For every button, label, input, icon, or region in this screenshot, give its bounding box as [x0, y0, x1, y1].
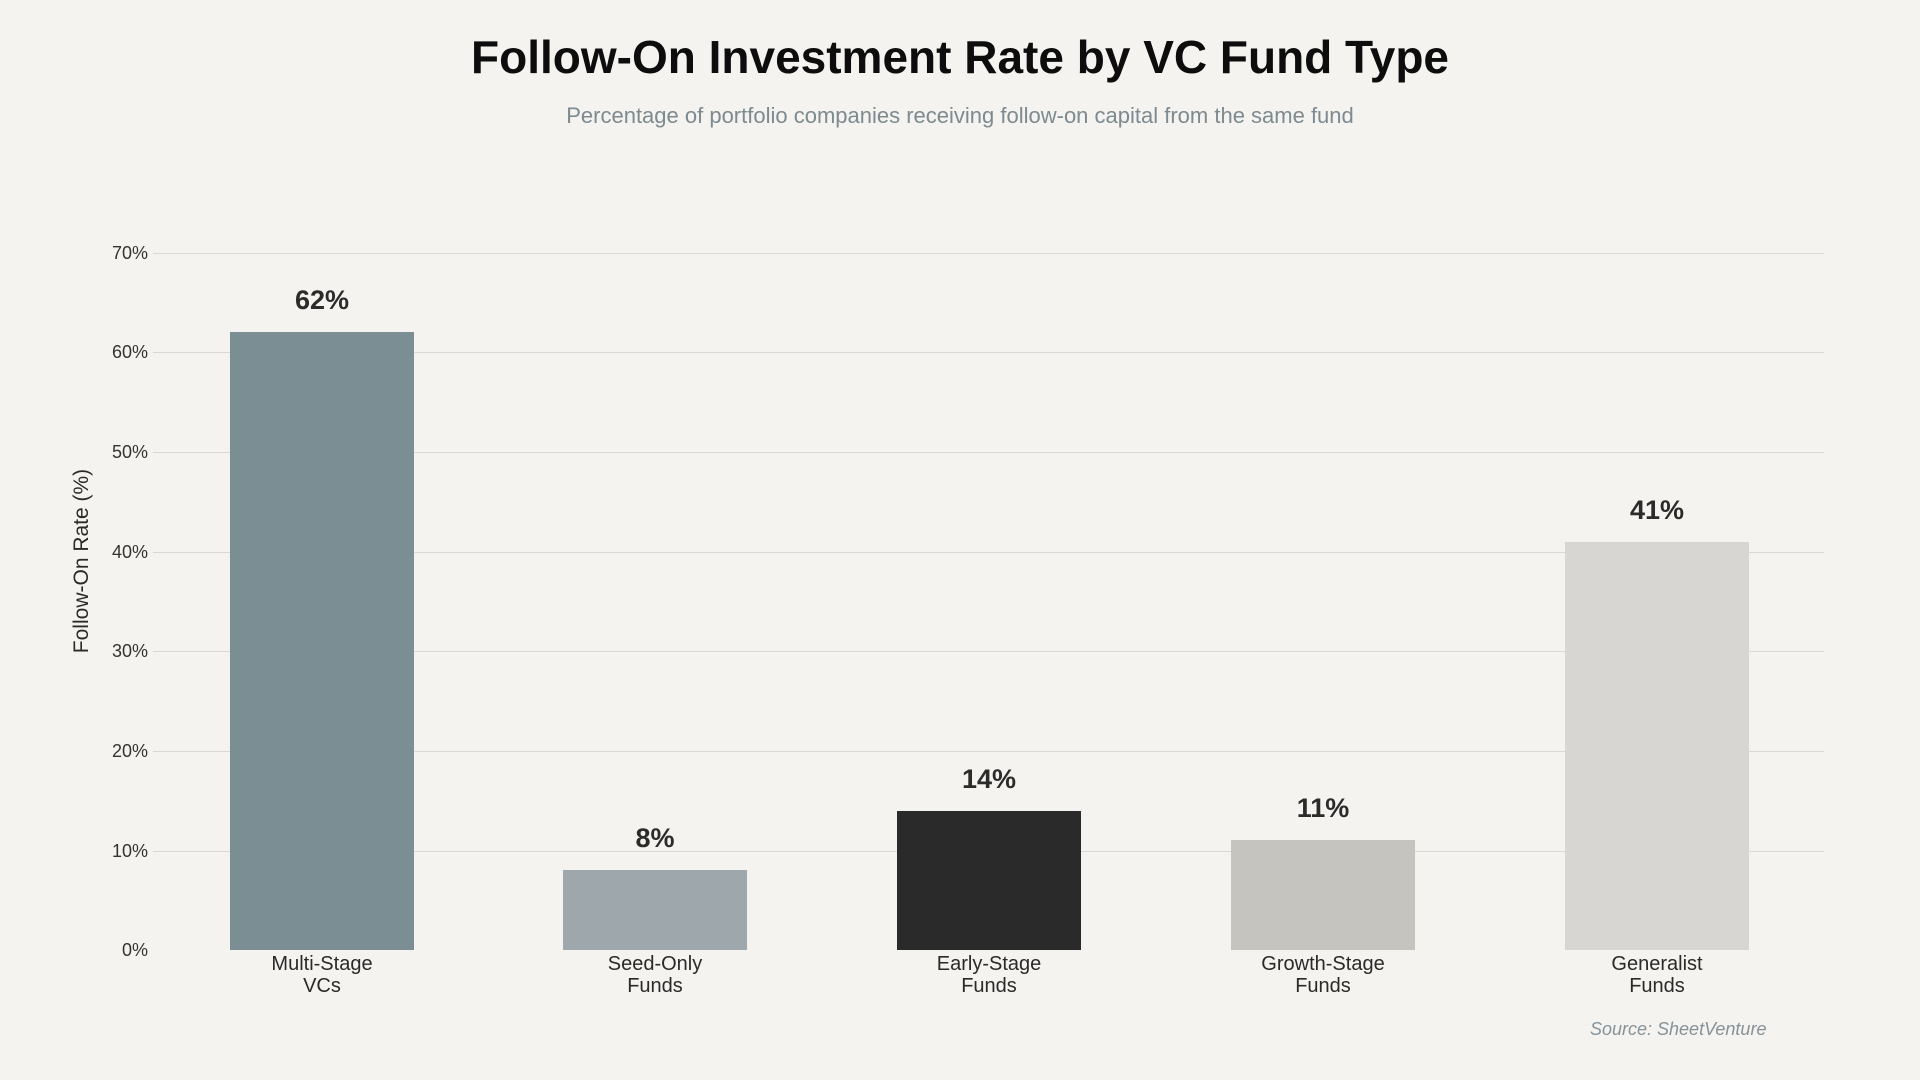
bar-generalist-funds[interactable] — [1565, 541, 1749, 950]
x-tick-line1: Early-Stage — [936, 953, 1042, 975]
x-tick-line2: VCs — [303, 975, 341, 997]
gridline-50 — [153, 452, 1824, 453]
x-tick-line1: Growth-Stage — [1261, 953, 1385, 975]
gridline-60 — [153, 352, 1824, 353]
bar-value-label: 41% — [1629, 494, 1685, 525]
gridline-20 — [153, 751, 1824, 752]
x-tick-label: Early-Stage Funds — [879, 953, 1099, 997]
x-tick-label: Seed-Only Funds — [545, 953, 765, 997]
x-tick-line2: Funds — [627, 975, 683, 997]
y-tick: 10% — [111, 841, 148, 861]
bar-value-label: 11% — [1296, 793, 1350, 824]
y-tick: 70% — [111, 243, 148, 263]
x-tick-label: Generalist Funds — [1547, 953, 1767, 997]
bar-early-stage-funds[interactable] — [897, 810, 1081, 950]
bar-value-label: 62% — [294, 285, 350, 316]
chart-subtitle: Percentage of portfolio companies receiv… — [566, 103, 1354, 128]
y-tick: 0% — [121, 940, 148, 960]
bar-value-label: 14% — [961, 763, 1017, 794]
bar-value-label: 8% — [635, 823, 675, 854]
y-tick: 60% — [111, 342, 148, 362]
x-tick-line2: Funds — [961, 975, 1017, 997]
x-tick-label: Growth-Stage Funds — [1213, 953, 1433, 997]
source-note: Source: SheetVenture — [1590, 1019, 1767, 1039]
x-tick-line2: Funds — [1295, 975, 1351, 997]
y-tick: 40% — [111, 542, 148, 562]
bar-growth-stage-funds[interactable] — [1231, 840, 1415, 950]
y-tick: 20% — [111, 741, 148, 761]
chart-title: Follow-On Investment Rate by VC Fund Typ… — [471, 31, 1449, 83]
x-tick-line1: Generalist — [1611, 953, 1703, 975]
gridline-30 — [153, 651, 1824, 652]
gridline-70 — [153, 253, 1824, 254]
y-tick: 50% — [111, 442, 148, 462]
gridline-40 — [153, 552, 1824, 553]
x-tick-label: Multi-Stage VCs — [212, 953, 432, 997]
x-tick-line2: Funds — [1629, 975, 1685, 997]
x-tick-line1: Seed-Only — [607, 953, 703, 975]
bar-seed-only-funds[interactable] — [563, 870, 747, 950]
bar-multi-stage-vcs[interactable] — [230, 332, 414, 950]
x-tick-line1: Multi-Stage — [271, 953, 373, 975]
y-tick: 30% — [111, 641, 148, 661]
